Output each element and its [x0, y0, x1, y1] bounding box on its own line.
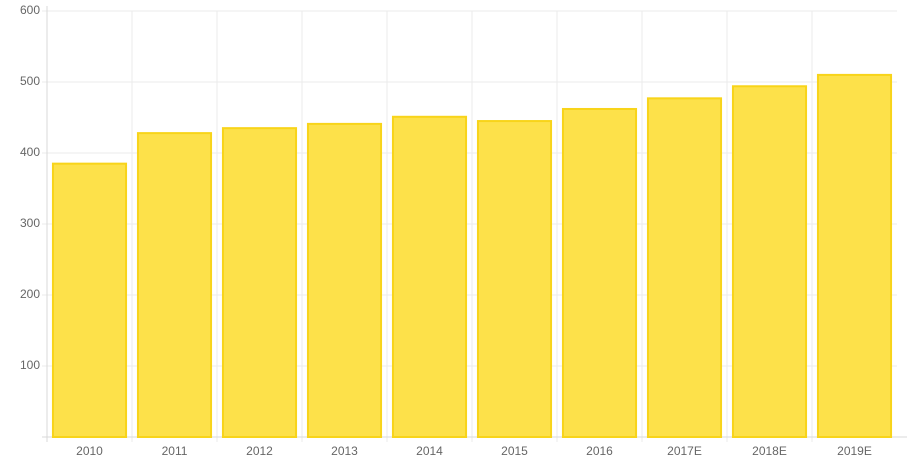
- bar: [51, 162, 128, 438]
- x-tick-label: 2019E: [837, 444, 872, 458]
- x-tick-label: 2010: [76, 444, 103, 458]
- bar: [731, 85, 808, 438]
- y-tick-label: 200: [20, 287, 40, 301]
- y-tick-label: 600: [20, 3, 40, 17]
- x-tick-label: 2014: [416, 444, 443, 458]
- x-tick-label: 2012: [246, 444, 273, 458]
- y-tick-label: 100: [20, 358, 40, 372]
- bar: [561, 107, 638, 438]
- bar: [306, 122, 383, 438]
- bar: [476, 120, 553, 439]
- bar: [136, 132, 213, 438]
- bar: [646, 97, 723, 439]
- bar: [391, 115, 468, 438]
- x-tick-label: 2017E: [667, 444, 702, 458]
- bar: [816, 73, 893, 439]
- y-tick-label: 300: [20, 216, 40, 230]
- x-tick-label: 2018E: [752, 444, 787, 458]
- x-tick-label: 2016: [586, 444, 613, 458]
- y-tick-label: 400: [20, 145, 40, 159]
- y-tick-label: 500: [20, 74, 40, 88]
- x-tick-label: 2015: [501, 444, 528, 458]
- bar: [221, 127, 298, 438]
- x-tick-label: 2011: [162, 444, 188, 458]
- x-tick-label: 2013: [331, 444, 358, 458]
